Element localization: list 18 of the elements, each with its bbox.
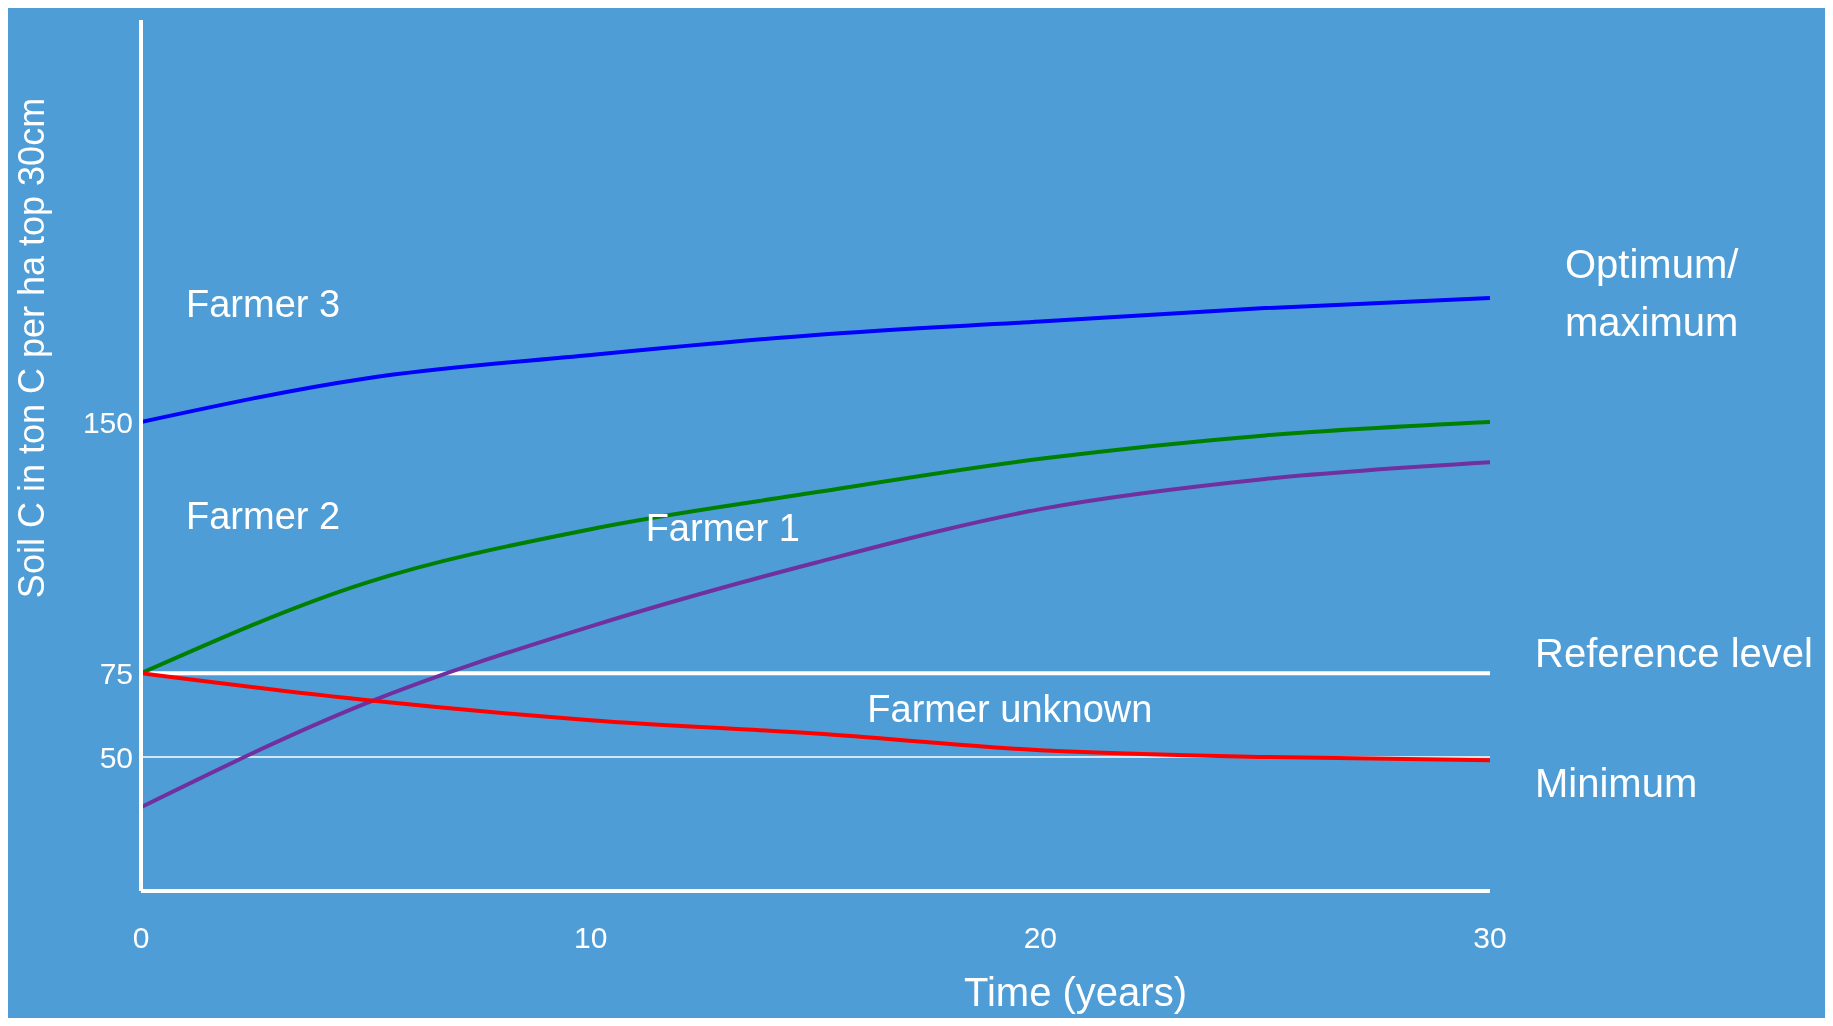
ref-line-label: Minimum xyxy=(1535,761,1698,805)
line-series xyxy=(141,460,1490,810)
y-tick-label: 150 xyxy=(82,405,133,439)
series-label: Farmer 2 xyxy=(186,495,341,538)
series-label: Farmer 3 xyxy=(186,283,341,325)
y-tick-label: 50 xyxy=(99,740,133,774)
x-tick-label: 0 xyxy=(132,921,150,955)
x-axis-title: Time (years) xyxy=(964,970,1187,1014)
y-tick-label: 75 xyxy=(99,656,133,690)
line-series xyxy=(141,671,1490,763)
x-tick-label: 30 xyxy=(1473,921,1507,955)
series-label: Farmer 1 xyxy=(645,507,800,550)
series-label: Farmer unknown xyxy=(867,688,1153,731)
ref-line-label: Reference level xyxy=(1535,631,1813,676)
annotation: Optimum/ maximum xyxy=(1565,242,1740,345)
x-tick-label: 10 xyxy=(573,921,608,955)
x-tick-label: 20 xyxy=(1023,921,1058,955)
y-axis-title: Soil C in ton C per ha top 30cm xyxy=(11,97,52,599)
